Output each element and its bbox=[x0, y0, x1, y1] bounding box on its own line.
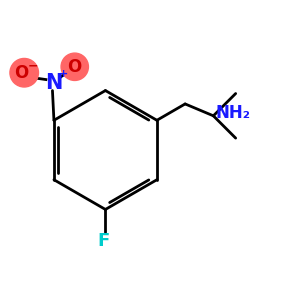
Text: O: O bbox=[14, 64, 28, 82]
Text: O: O bbox=[68, 58, 82, 76]
Text: +: + bbox=[59, 69, 68, 79]
Circle shape bbox=[10, 58, 38, 87]
Text: −: − bbox=[28, 60, 38, 73]
Circle shape bbox=[61, 53, 88, 80]
Text: NH₂: NH₂ bbox=[216, 104, 251, 122]
Text: N: N bbox=[45, 73, 63, 93]
Text: F: F bbox=[98, 232, 110, 250]
